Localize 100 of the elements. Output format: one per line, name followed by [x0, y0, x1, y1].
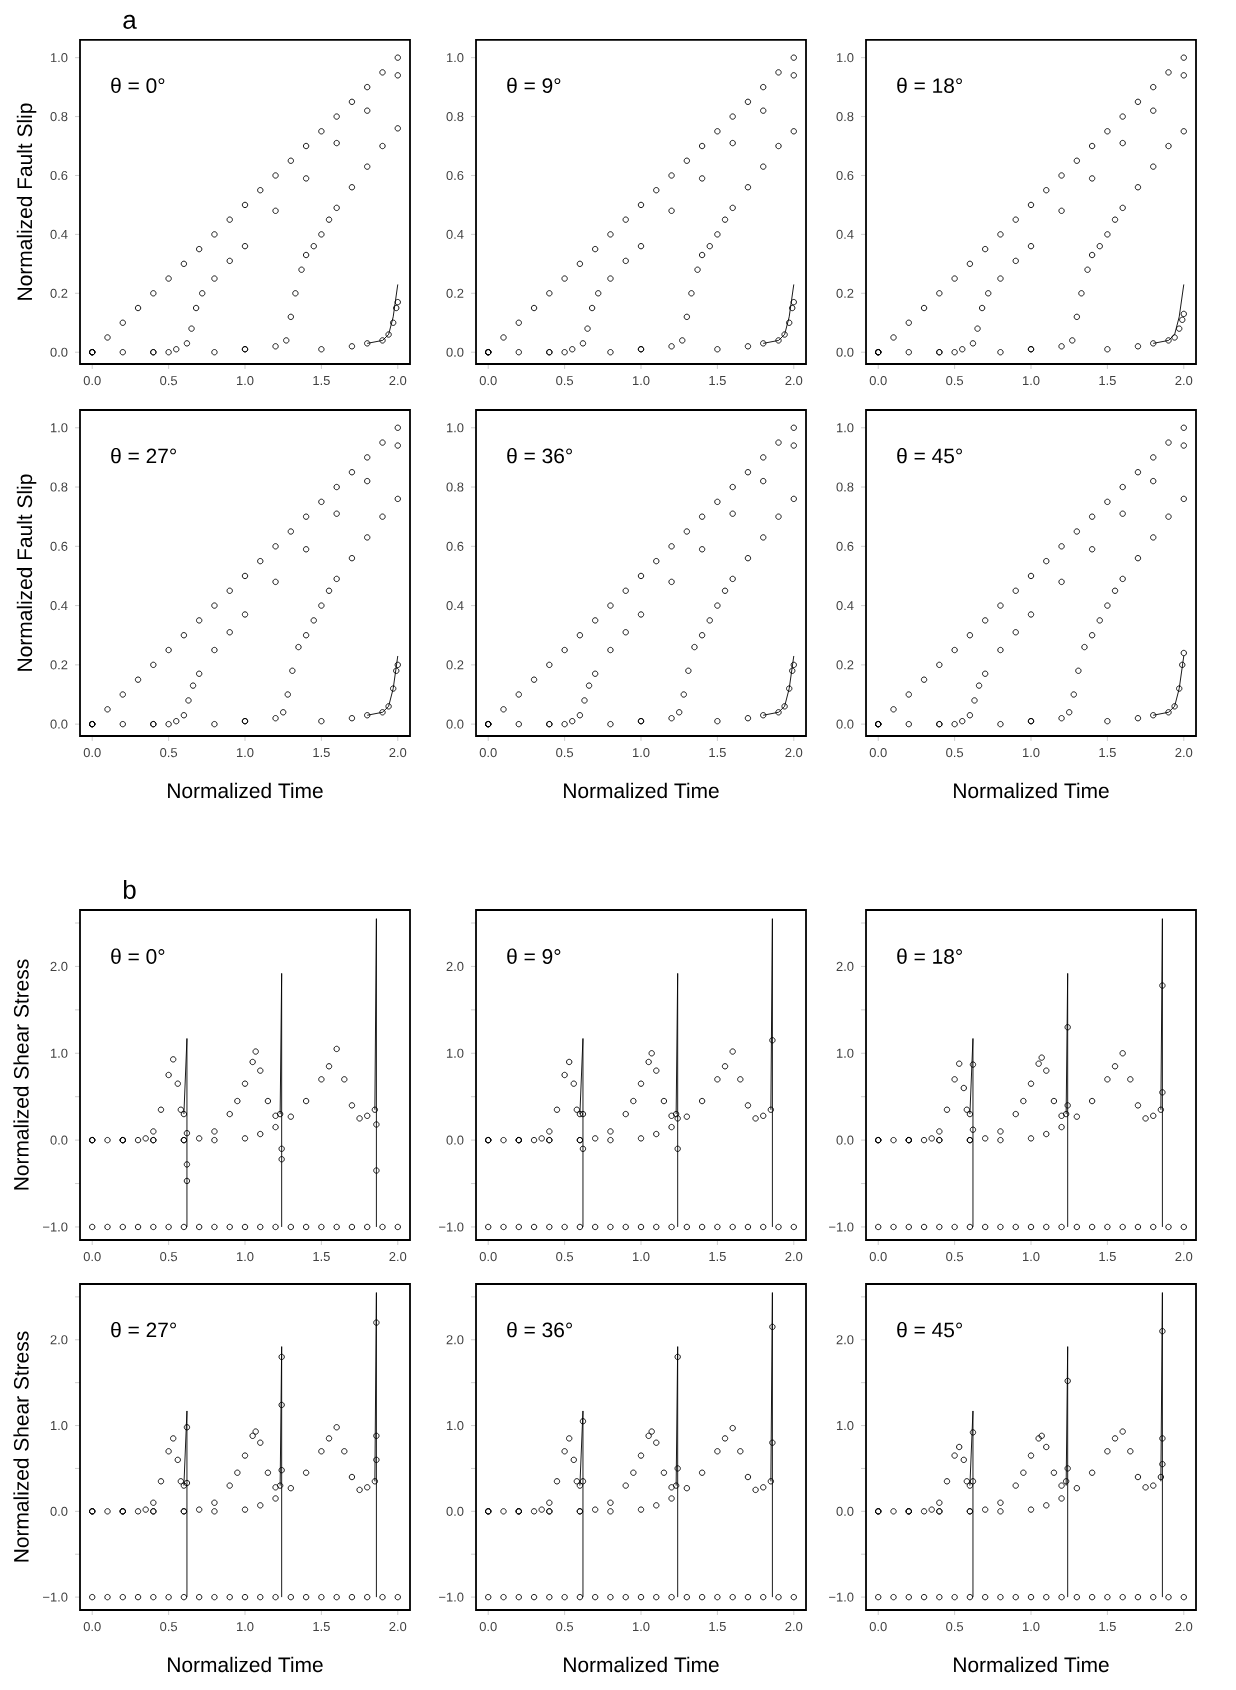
point — [714, 1076, 721, 1083]
point — [905, 721, 912, 728]
point — [1180, 72, 1187, 79]
point — [790, 1223, 797, 1231]
point — [104, 334, 111, 341]
point — [561, 1593, 568, 1601]
point — [1088, 1223, 1096, 1231]
point — [500, 1223, 507, 1231]
point — [668, 1495, 675, 1502]
point — [278, 1156, 285, 1163]
point — [302, 546, 310, 553]
point — [790, 442, 797, 449]
point — [341, 1448, 348, 1455]
point — [272, 715, 279, 722]
point — [744, 555, 752, 562]
point — [196, 1506, 203, 1513]
point — [394, 298, 401, 306]
point — [1012, 1223, 1019, 1231]
point — [1027, 1452, 1035, 1459]
point — [890, 334, 897, 341]
annotation: θ = 45° — [897, 447, 962, 464]
point — [1157, 1473, 1165, 1481]
point — [676, 709, 683, 716]
point — [576, 632, 584, 639]
point — [1027, 1223, 1035, 1231]
point — [348, 469, 356, 476]
point — [287, 1485, 294, 1492]
point — [150, 1223, 157, 1231]
point — [379, 709, 386, 716]
point — [760, 1223, 767, 1231]
point — [333, 483, 340, 491]
point — [364, 1223, 371, 1231]
point — [997, 1499, 1004, 1506]
point — [920, 676, 928, 683]
point — [875, 1223, 882, 1231]
point — [385, 331, 392, 338]
point — [997, 275, 1004, 282]
point — [1088, 1593, 1096, 1601]
point — [1012, 1110, 1019, 1118]
point — [1012, 257, 1019, 265]
point — [637, 1135, 645, 1142]
point — [241, 1506, 249, 1513]
point — [760, 1112, 767, 1119]
point — [394, 72, 401, 79]
point — [997, 1128, 1004, 1135]
point — [348, 184, 356, 191]
point — [1180, 495, 1187, 503]
point — [1134, 1473, 1142, 1481]
point — [318, 128, 325, 135]
point — [683, 313, 690, 320]
point — [714, 128, 721, 135]
point — [1159, 1328, 1166, 1335]
point — [150, 1128, 157, 1135]
point — [1119, 575, 1126, 583]
point — [142, 1506, 149, 1513]
point — [333, 1593, 340, 1601]
point — [920, 1593, 928, 1601]
point — [905, 319, 912, 326]
point — [500, 1593, 507, 1601]
point — [936, 1223, 943, 1231]
point — [226, 1110, 233, 1118]
point — [997, 602, 1004, 609]
point — [226, 629, 233, 636]
point — [637, 1506, 645, 1513]
point — [134, 1508, 142, 1515]
point — [257, 1439, 264, 1446]
point — [1012, 1482, 1019, 1489]
point — [394, 1593, 401, 1601]
point — [1058, 172, 1065, 179]
point — [379, 142, 386, 150]
point — [592, 617, 599, 624]
point — [630, 1469, 637, 1476]
point — [333, 204, 340, 212]
point — [241, 572, 249, 580]
point — [744, 1473, 752, 1481]
point — [790, 298, 797, 306]
point — [364, 534, 371, 541]
point — [714, 231, 721, 238]
point — [257, 557, 264, 565]
point — [1027, 201, 1035, 209]
point — [165, 1593, 172, 1601]
point — [1134, 343, 1142, 350]
point — [546, 1223, 553, 1231]
point — [530, 1136, 538, 1144]
point — [538, 1135, 545, 1142]
point — [211, 646, 218, 654]
point — [348, 555, 356, 562]
point — [982, 1506, 989, 1513]
point — [302, 1097, 310, 1105]
point — [971, 697, 978, 704]
point — [890, 1136, 897, 1144]
point — [1165, 709, 1172, 716]
point — [683, 157, 690, 164]
point — [385, 703, 392, 710]
point — [150, 661, 157, 668]
point — [607, 1128, 614, 1135]
point — [390, 685, 397, 692]
point — [333, 575, 340, 583]
point — [1180, 442, 1187, 449]
point — [737, 1076, 744, 1083]
